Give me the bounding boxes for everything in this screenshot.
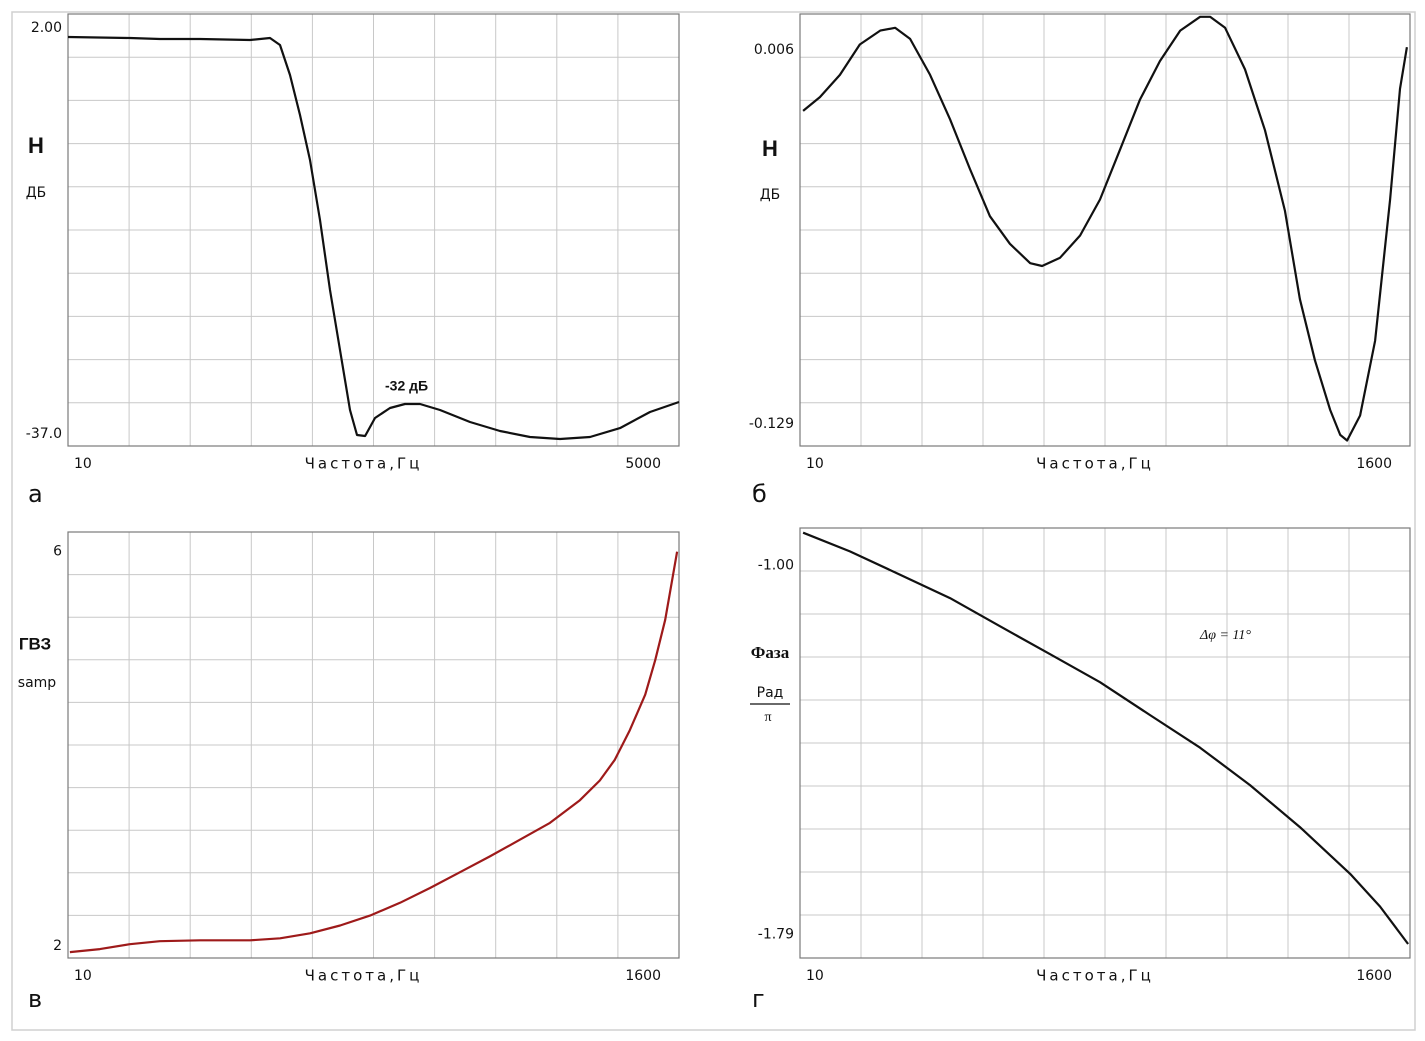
figure-border <box>11 11 1416 1031</box>
panel-label: б <box>752 480 767 508</box>
x-tick-label: 10 <box>74 456 92 472</box>
y-axis-label: H <box>762 136 778 161</box>
panel-label: г <box>752 985 765 1013</box>
x-tick-label: 1600 <box>1356 968 1392 984</box>
y-tick-label: 6 <box>53 544 62 560</box>
x-tick-label: 1600 <box>625 968 661 984</box>
x-tick-label: 10 <box>806 968 824 984</box>
panel-label: в <box>28 985 42 1013</box>
y-tick-label: -1.00 <box>758 557 794 573</box>
annotation: -32 дБ <box>385 378 428 394</box>
x-axis-label: Частота,Гц <box>1036 455 1154 473</box>
plot-frame <box>67 531 680 959</box>
x-tick-label: 10 <box>74 968 92 984</box>
panel-label: а <box>28 480 43 508</box>
x-axis-label: Частота,Гц <box>305 455 423 473</box>
y-axis-unit: samp <box>18 675 57 691</box>
x-axis-label: Частота,Гц <box>1036 967 1154 985</box>
y-axis-unit: Рад <box>757 685 784 701</box>
y-tick-label: -37.0 <box>26 426 62 442</box>
x-tick-label: 5000 <box>625 456 661 472</box>
x-tick-label: 10 <box>806 456 824 472</box>
y-axis-unit-denominator: π <box>764 710 771 725</box>
y-tick-label: 2.00 <box>31 20 62 36</box>
x-axis-label: Частота,Гц <box>305 967 423 985</box>
data-line <box>67 35 680 441</box>
y-axis-label: Фаза <box>751 643 790 662</box>
y-tick-label: -0.129 <box>749 416 794 432</box>
y-axis-unit: ДБ <box>26 185 47 201</box>
data-line <box>802 15 1408 442</box>
y-tick-label: 0.006 <box>754 42 794 58</box>
plot-frame <box>799 13 1411 447</box>
plot-frame <box>67 13 680 447</box>
data-line <box>69 551 679 954</box>
y-axis-label: H <box>28 133 44 158</box>
y-tick-label: 2 <box>53 938 62 954</box>
x-tick-label: 1600 <box>1356 456 1392 472</box>
annotation: Δφ = 11° <box>1199 628 1251 643</box>
y-tick-label: -1.79 <box>758 927 794 943</box>
data-line <box>802 531 1409 945</box>
y-axis-label: ГВЗ <box>19 634 51 653</box>
plot-frame <box>799 527 1411 959</box>
y-axis-unit: ДБ <box>760 187 781 203</box>
